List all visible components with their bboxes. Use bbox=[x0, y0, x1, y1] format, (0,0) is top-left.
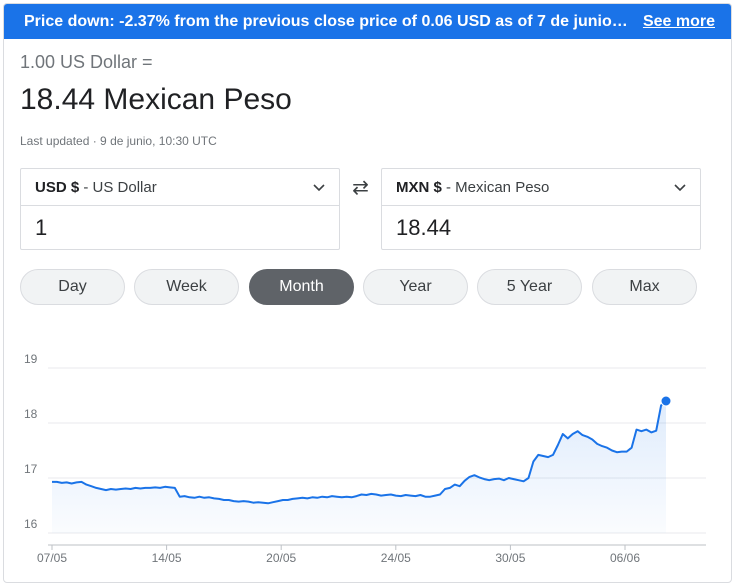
x-tick-label: 14/05 bbox=[152, 551, 182, 565]
to-currency-box: MXN $ - Mexican Peso 18.44 bbox=[381, 168, 701, 250]
x-tick-label: 06/06 bbox=[610, 551, 640, 565]
series-line bbox=[52, 400, 667, 505]
to-currency-label: MXN $ - Mexican Peso bbox=[396, 179, 672, 196]
range-tab-max[interactable]: Max bbox=[592, 269, 697, 305]
y-tick-label: 16 bbox=[24, 517, 38, 531]
range-tab-week[interactable]: Week bbox=[134, 269, 239, 305]
to-currency-select[interactable]: MXN $ - Mexican Peso bbox=[382, 169, 700, 206]
see-more-link[interactable]: See more bbox=[642, 12, 715, 30]
y-tick-label: 19 bbox=[24, 352, 38, 366]
last-updated: Last updated · 9 de junio, 10:30 UTC bbox=[20, 134, 217, 148]
to-currency-code: MXN $ bbox=[396, 178, 442, 196]
to-currency-name: - Mexican Peso bbox=[441, 178, 550, 196]
from-currency-select[interactable]: USD $ - US Dollar bbox=[21, 169, 339, 206]
conversion-base: 1.00 US Dollar = bbox=[20, 52, 153, 72]
x-tick-label: 24/05 bbox=[381, 551, 411, 565]
price-alert-text: Price down: -2.37% from the previous clo… bbox=[24, 12, 631, 30]
range-tab-month[interactable]: Month bbox=[249, 269, 354, 305]
chevron-down-icon bbox=[313, 184, 325, 192]
conversion-result: 18.44 Mexican Peso bbox=[20, 83, 292, 116]
x-tick-label: 30/05 bbox=[495, 551, 525, 565]
from-currency-box: USD $ - US Dollar 1 bbox=[20, 168, 340, 250]
range-tab-day[interactable]: Day bbox=[20, 269, 125, 305]
time-range-tabs: Day Week Month Year 5 Year Max bbox=[20, 269, 708, 305]
price-alert-banner: Price down: -2.37% from the previous clo… bbox=[4, 4, 731, 39]
series-area bbox=[52, 401, 666, 533]
x-tick-label: 07/05 bbox=[37, 551, 67, 565]
to-amount-input[interactable]: 18.44 bbox=[396, 214, 452, 240]
from-currency-name: - US Dollar bbox=[79, 178, 157, 196]
x-tick-label: 20/05 bbox=[266, 551, 296, 565]
from-amount-input[interactable]: 1 bbox=[35, 214, 48, 240]
chevron-down-icon bbox=[674, 184, 686, 192]
from-currency-code: USD $ bbox=[35, 178, 80, 196]
range-tab-5-year[interactable]: 5 Year bbox=[477, 269, 582, 305]
from-currency-label: USD $ - US Dollar bbox=[35, 179, 311, 196]
y-tick-label: 17 bbox=[24, 462, 38, 476]
series-end-point bbox=[660, 395, 672, 407]
range-tab-year[interactable]: Year bbox=[363, 269, 468, 305]
swap-icon[interactable]: ⇄ bbox=[352, 177, 369, 199]
exchange-rate-chart[interactable]: 16 17 18 19 07/05 14/05 20/05 24/05 30/05 06/06 bbox=[0, 340, 736, 575]
y-tick-label: 18 bbox=[24, 407, 38, 421]
currency-converter-card: Price down: -2.37% from the previous clo… bbox=[3, 3, 732, 583]
